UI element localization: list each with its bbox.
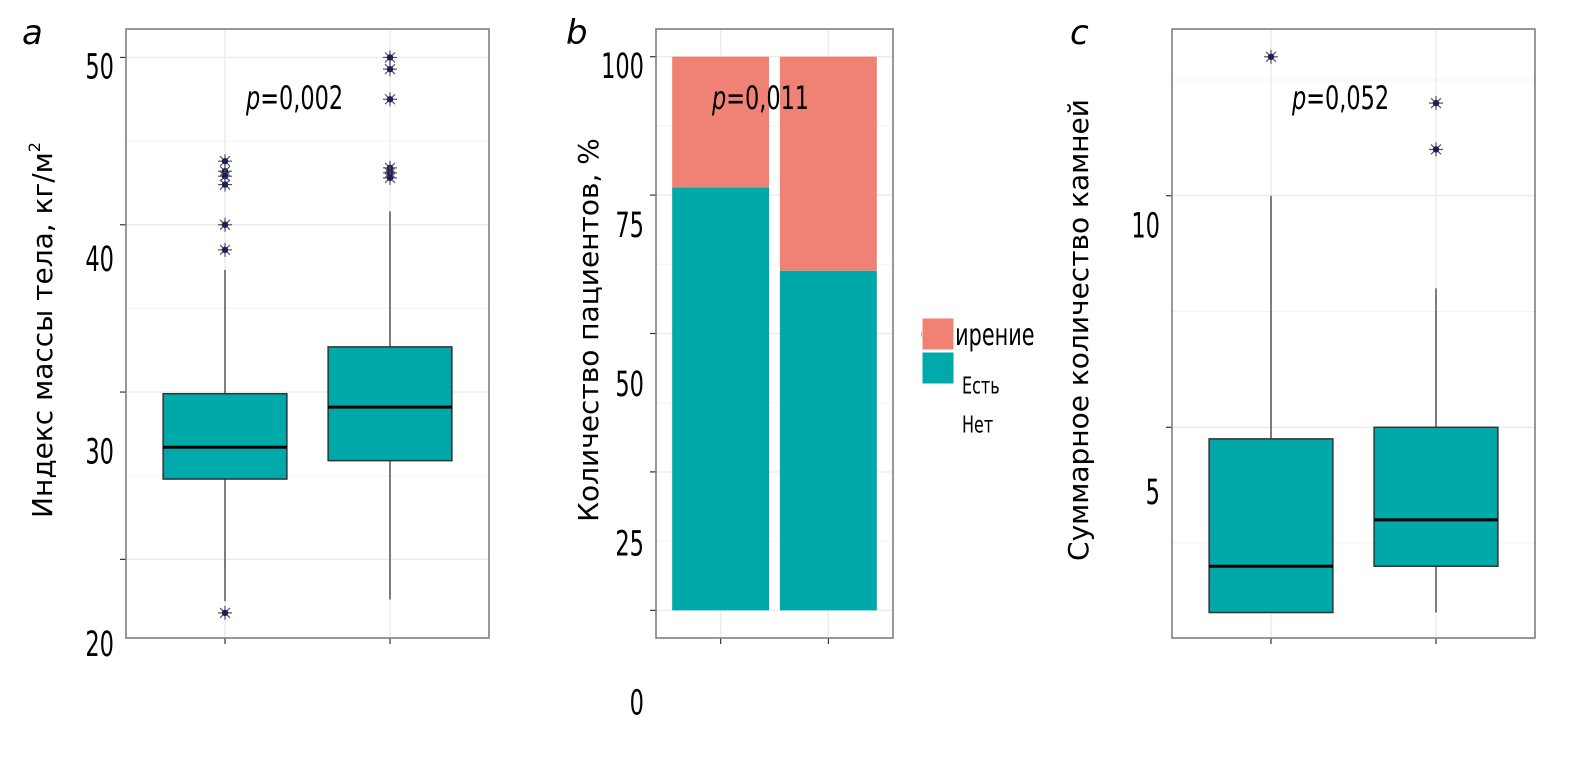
outlier-dot (221, 181, 229, 188)
y-tick-label: 10 (1131, 206, 1160, 246)
outlier-dot (1432, 99, 1440, 107)
x-tick-label: 1 (1429, 752, 1443, 758)
outlier-point (218, 177, 232, 192)
box-iqr (327, 346, 453, 462)
p-symbol: p (711, 79, 726, 117)
panel-border (125, 28, 490, 639)
y-axis-title-superscript: 2 (25, 142, 44, 152)
legend-item: Есть (921, 317, 1000, 399)
p-value-annotation: p=0,052 (1291, 79, 1389, 117)
outlier-point (218, 154, 232, 169)
box-group-1 (327, 50, 453, 600)
outlier-dot (386, 65, 394, 73)
bar-segment-net (779, 270, 877, 611)
panel-letter: a (22, 13, 43, 53)
box-iqr (1208, 438, 1334, 614)
legend-label: Есть (962, 372, 1000, 399)
x-tick-label: 0 (713, 752, 727, 758)
p-value: =0,052 (1306, 79, 1389, 117)
p-symbol: p (1291, 79, 1306, 117)
y-tick-label: 5 (1146, 472, 1160, 512)
outlier-dot (386, 54, 394, 61)
y-tick-label: 50 (85, 47, 114, 87)
outlier-dot (386, 174, 394, 182)
legend-swatch (921, 317, 955, 351)
p-value-annotation: p=0,011 (711, 79, 809, 117)
panel-border (655, 28, 894, 639)
box-group-0 (162, 154, 288, 620)
y-tick-label: 0 (630, 683, 644, 723)
panel-letter: b (566, 13, 588, 53)
outlier-dot (221, 221, 229, 228)
p-symbol: p (245, 79, 260, 117)
outlier-dot (386, 96, 394, 103)
x-tick-label: 0 (1264, 752, 1278, 758)
outlier-point (218, 242, 232, 257)
box-group-1 (1373, 96, 1499, 613)
outlier-dot (221, 173, 229, 180)
p-value-annotation: p=0,002 (245, 79, 343, 117)
outlier-point (383, 92, 397, 107)
outlier-point (383, 50, 397, 65)
panel-letter: c (1070, 13, 1089, 53)
x-tick-label: 0 (218, 752, 232, 758)
p-value: =0,011 (726, 79, 809, 117)
outlier-point (1264, 49, 1278, 64)
outlier-dot (1267, 53, 1275, 60)
panel-c: 51001cp=0,052Операции в анамнезеСуммарно… (1062, 13, 1536, 758)
outlier-point (383, 170, 397, 185)
legend-item: Нет (921, 351, 993, 439)
p-value: =0,002 (260, 79, 343, 117)
x-tick-label: 1 (821, 752, 835, 758)
outlier-point (1429, 142, 1443, 157)
y-tick-label: 30 (85, 432, 114, 472)
outlier-point (383, 62, 397, 77)
outlier-point (1429, 96, 1443, 111)
outlier-point (218, 217, 232, 232)
outlier-dot (221, 609, 229, 617)
box-iqr (1373, 426, 1499, 567)
panel-a: 2030405001ap=0,002Операции в анамнезеИнд… (22, 13, 490, 758)
legend-label: Нет (962, 412, 993, 439)
outlier-dot (221, 157, 229, 165)
box-iqr (162, 392, 288, 480)
outlier-dot (1432, 146, 1440, 153)
bar-segment-net (672, 187, 770, 611)
legend-swatch (921, 351, 955, 385)
bar-segment-est (672, 56, 770, 188)
y-axis-title: Суммарное количество камней (1062, 99, 1095, 561)
y-axis-title: Количество пациентов, % (572, 138, 605, 522)
y-tick-label: 75 (615, 205, 644, 245)
y-tick-label: 20 (85, 624, 114, 664)
panel-b: 025507510001bp=0,011Операции в анамнезеК… (566, 13, 1035, 758)
outlier-dot (221, 246, 229, 254)
outlier-point (218, 605, 232, 620)
y-axis-title: Индекс массы тела, кг/м2 (25, 142, 59, 518)
bar-segment-est (779, 56, 877, 271)
y-tick-label: 100 (601, 46, 644, 86)
x-tick-label: 1 (383, 752, 397, 758)
box-group-0 (1208, 49, 1334, 614)
panel-border (1171, 28, 1536, 639)
y-tick-label: 25 (615, 523, 644, 563)
y-tick-label: 40 (85, 239, 114, 279)
y-tick-label: 50 (615, 364, 644, 404)
